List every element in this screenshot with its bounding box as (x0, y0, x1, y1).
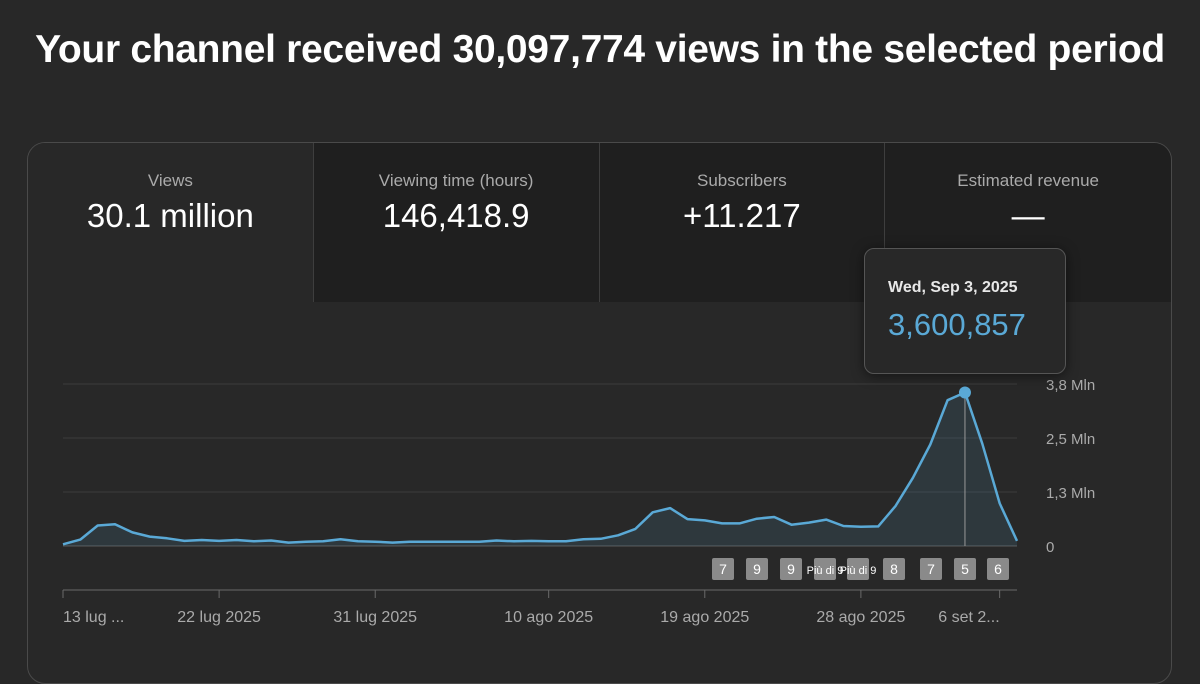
annotation-marker-label: Più di 9 (840, 565, 877, 577)
annotation-marker-label: 6 (994, 561, 1002, 577)
tooltip-date: Wed, Sep 3, 2025 (888, 279, 1018, 296)
annotation-marker-label: 7 (927, 561, 935, 577)
x-tick-label: 6 set 2... (938, 609, 999, 626)
y-tick-label: 3,8 Mln (1046, 377, 1095, 394)
annotation-marker (883, 558, 905, 580)
annotation-marker (987, 558, 1009, 580)
tab-subscribers[interactable]: Subscribers +11.217 (599, 143, 886, 302)
annotation-marker-label: 9 (753, 561, 761, 577)
x-tick-label: 31 lug 2025 (333, 609, 417, 626)
page-title: Your channel received 30,097,774 views i… (35, 28, 1165, 71)
x-tick-label: 13 lug ... (63, 609, 124, 626)
y-tick-label: 2,5 Mln (1046, 431, 1095, 448)
annotation-marker-label: 8 (890, 561, 898, 577)
annotation-marker-label: 5 (961, 561, 969, 577)
metric-tabs: Views 30.1 million Viewing time (hours) … (28, 143, 1171, 302)
annotation-marker (746, 558, 768, 580)
y-tick-label: 1,3 Mln (1046, 485, 1095, 502)
metric-label: Subscribers (696, 171, 787, 190)
chart-tooltip: Wed, Sep 3, 2025 3,600,857 (864, 248, 1066, 374)
highlight-point (958, 386, 971, 399)
annotation-marker-label: Più di 9 (807, 565, 844, 577)
annotation-marker (954, 558, 976, 580)
tab-views[interactable]: Views 30.1 million (28, 143, 314, 302)
metric-value: 30.1 million (86, 197, 254, 234)
x-tick-label: 10 ago 2025 (504, 609, 593, 626)
x-tick-label: 28 ago 2025 (816, 609, 905, 626)
metric-label: Estimated revenue (957, 171, 1099, 190)
series-line (62, 391, 1019, 546)
annotation-marker (814, 558, 836, 580)
series-area (63, 392, 1017, 546)
analytics-card: Views 30.1 million Viewing time (hours) … (27, 142, 1172, 684)
metric-value: 146,418.9 (382, 197, 530, 234)
annotation-marker (712, 558, 734, 580)
metric-label: Viewing time (hours) (378, 171, 534, 190)
tooltip-value: 3,600,857 (888, 307, 1026, 342)
x-tick-label: 19 ago 2025 (660, 609, 749, 626)
annotation-marker (847, 558, 869, 580)
annotation-marker (920, 558, 942, 580)
metric-value: — (1011, 197, 1045, 234)
annotation-marker (780, 558, 802, 580)
y-tick-label: 0 (1046, 539, 1054, 556)
metric-value: +11.217 (682, 197, 801, 234)
x-tick-label: 22 lug 2025 (177, 609, 261, 626)
annotation-marker-label: 7 (719, 561, 727, 577)
tab-viewing-time[interactable]: Viewing time (hours) 146,418.9 (313, 143, 600, 302)
metric-label: Views (147, 171, 193, 190)
annotation-marker-label: 9 (787, 561, 795, 577)
